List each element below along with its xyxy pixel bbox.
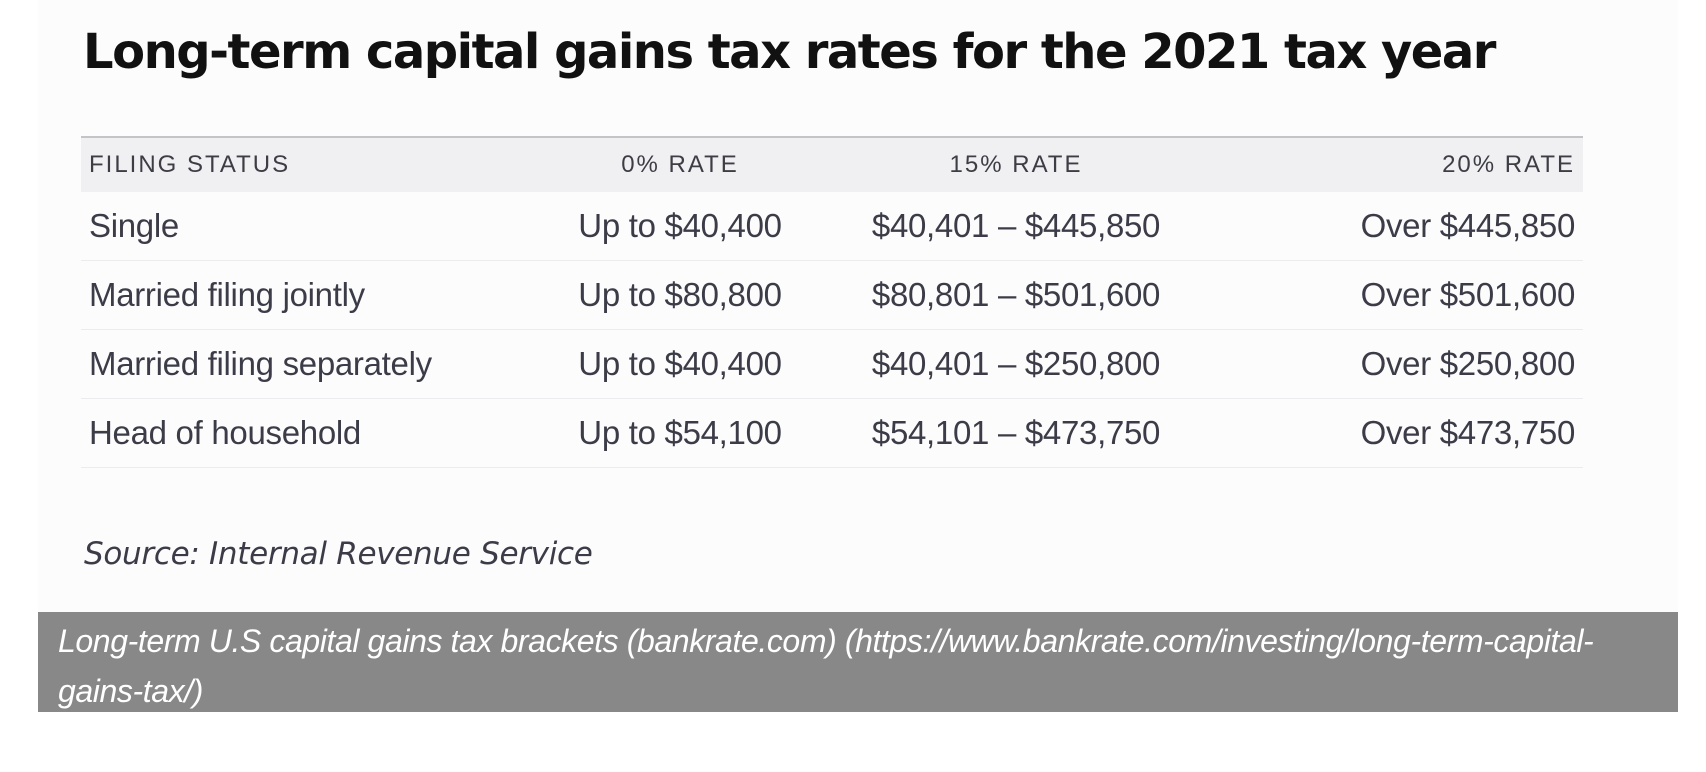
cell-20-rate: Over $473,750 (1209, 398, 1583, 468)
image-caption: Long-term U.S capital gains tax brackets… (38, 612, 1678, 712)
cell-20-rate: Over $250,800 (1209, 329, 1583, 399)
cell-0-rate: Up to $54,100 (537, 398, 823, 468)
table-row: Single Up to $40,400 $40,401 – $445,850 … (81, 192, 1583, 261)
cell-0-rate: Up to $40,400 (537, 329, 823, 399)
header-row: FILING STATUS 0% RATE 15% RATE 20% RATE (81, 137, 1583, 192)
header-15-rate: 15% RATE (949, 151, 1083, 178)
table-body: Single Up to $40,400 $40,401 – $445,850 … (81, 192, 1583, 468)
cell-15-rate: $80,801 – $501,600 (823, 260, 1209, 330)
source-note: Source: Internal Revenue Service (84, 536, 593, 572)
table-row: Head of household Up to $54,100 $54,101 … (81, 398, 1583, 468)
table-row: Married filing separately Up to $40,400 … (81, 329, 1583, 399)
tax-rates-table: FILING STATUS 0% RATE 15% RATE 20% RATE … (81, 136, 1583, 468)
cell-filing-status: Head of household (81, 398, 537, 468)
cell-filing-status: Married filing separately (81, 329, 537, 399)
cell-15-rate: $40,401 – $250,800 (823, 329, 1209, 399)
cell-0-rate: Up to $40,400 (537, 192, 823, 261)
cell-15-rate: $54,101 – $473,750 (823, 398, 1209, 468)
cell-20-rate: Over $501,600 (1209, 260, 1583, 330)
header-filing-status: FILING STATUS (89, 151, 291, 178)
cell-filing-status: Married filing jointly (81, 260, 537, 330)
table-header: FILING STATUS 0% RATE 15% RATE 20% RATE (81, 137, 1583, 192)
page-title: Long-term capital gains tax rates for th… (83, 24, 1496, 80)
header-0-rate: 0% RATE (621, 151, 739, 178)
header-20-rate: 20% RATE (1442, 151, 1575, 178)
cell-15-rate: $40,401 – $445,850 (823, 192, 1209, 261)
cell-20-rate: Over $445,850 (1209, 192, 1583, 261)
cell-filing-status: Single (81, 192, 537, 261)
table-row: Married filing jointly Up to $80,800 $80… (81, 260, 1583, 330)
cell-0-rate: Up to $80,800 (537, 260, 823, 330)
